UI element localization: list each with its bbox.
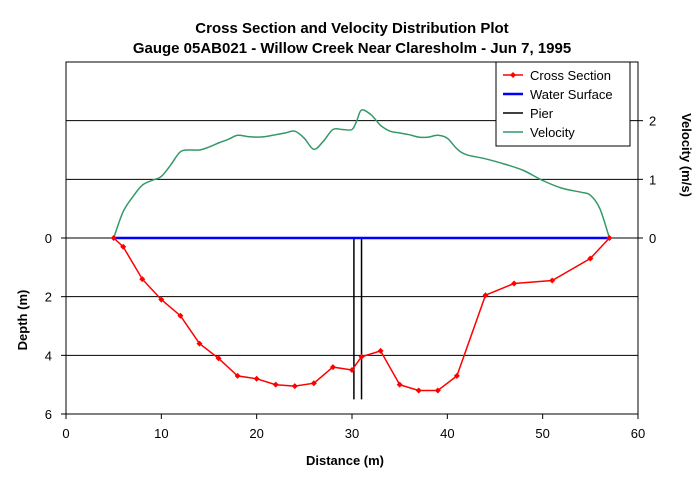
x-tick-label: 30 bbox=[345, 426, 359, 441]
x-tick-label: 50 bbox=[535, 426, 549, 441]
x-tick-label: 0 bbox=[62, 426, 69, 441]
cross-section-point bbox=[415, 387, 422, 394]
legend-label: Water Surface bbox=[530, 87, 613, 102]
x-axis: 0 10 20 30 40 50 60 bbox=[62, 414, 645, 441]
chart-title: Cross Section and Velocity Distribution … bbox=[195, 20, 508, 37]
velocity-series-line bbox=[112, 109, 611, 239]
cross-section-point bbox=[549, 277, 556, 284]
velocity-tick-label: 1 bbox=[649, 172, 656, 187]
cross-section-point bbox=[434, 387, 441, 394]
cross-section-point bbox=[139, 276, 146, 283]
legend-label: Pier bbox=[530, 106, 554, 121]
velocity-tick-label: 0 bbox=[649, 231, 656, 246]
cross-section-point bbox=[606, 235, 613, 241]
legend: Cross Section Water Surface Pier Velocity bbox=[495, 61, 631, 147]
x-tick-label: 10 bbox=[154, 426, 168, 441]
depth-tick-label: 6 bbox=[45, 407, 52, 422]
legend-label: Cross Section bbox=[530, 68, 611, 83]
cross-section-point bbox=[587, 255, 594, 262]
x-tick-label: 40 bbox=[440, 426, 454, 441]
cross-section-point bbox=[377, 347, 384, 354]
chart-subtitle: Gauge 05AB021 - Willow Creek Near Clares… bbox=[133, 40, 571, 57]
x-tick-label: 60 bbox=[631, 426, 645, 441]
legend-label: Velocity bbox=[530, 125, 575, 140]
cross-section-point bbox=[349, 367, 355, 373]
cross-section-point bbox=[120, 243, 127, 250]
cross-section-point bbox=[234, 372, 241, 379]
cross-section-point bbox=[215, 355, 222, 362]
cross-section-point bbox=[158, 296, 165, 303]
velocity-axis-label: Velocity (m/s) bbox=[679, 113, 694, 197]
depth-tick-label: 4 bbox=[45, 348, 52, 363]
cross-section-point bbox=[196, 340, 203, 347]
cross-section-point bbox=[110, 235, 117, 241]
cross-section-point bbox=[310, 380, 317, 387]
legend-marker bbox=[510, 72, 516, 78]
cross-section-point bbox=[453, 372, 460, 379]
depth-tick-label: 2 bbox=[45, 290, 52, 305]
depth-axis-label: Depth (m) bbox=[15, 290, 30, 351]
series-layer bbox=[110, 109, 613, 400]
cross-section-point bbox=[396, 381, 403, 388]
cross-section-point bbox=[358, 353, 365, 360]
velocity-tick-label: 2 bbox=[649, 114, 656, 129]
cross-section-point bbox=[482, 292, 489, 299]
velocity-axis: 0 1 2 bbox=[638, 114, 656, 246]
cross-section-point bbox=[272, 381, 279, 388]
depth-axis: 0 2 4 6 bbox=[45, 231, 66, 422]
cross-section-point bbox=[329, 364, 336, 371]
cross-section-point bbox=[177, 312, 184, 319]
x-axis-label: Distance (m) bbox=[306, 453, 384, 468]
cross-section-point bbox=[253, 375, 260, 382]
cross-section-point bbox=[291, 383, 298, 390]
depth-tick-label: 0 bbox=[45, 231, 52, 246]
cross-section-point bbox=[511, 280, 518, 287]
x-tick-label: 20 bbox=[249, 426, 263, 441]
